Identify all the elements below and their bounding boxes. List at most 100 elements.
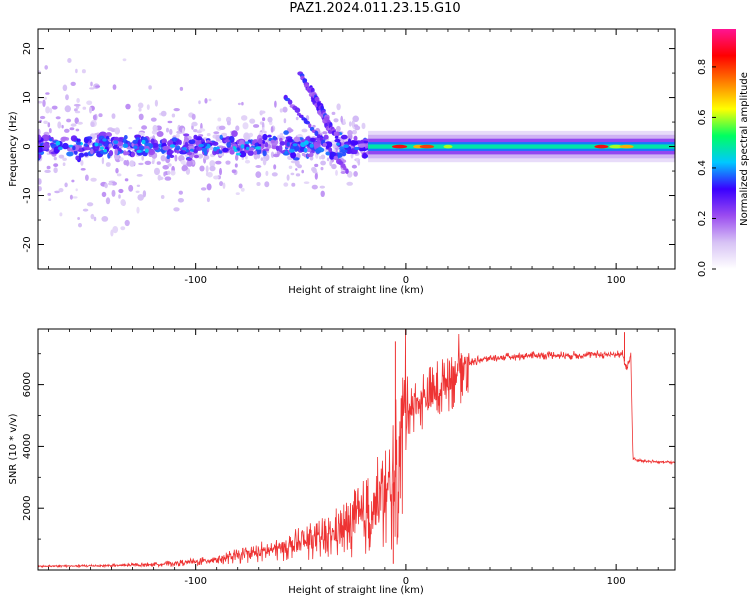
heatmap-cell-1033: [144, 143, 149, 146]
heatmap-cell-788: [353, 135, 358, 141]
heatmap-cell-1007: [244, 141, 250, 145]
heatmap-cell-311: [221, 132, 228, 137]
heatmap-cell-395: [59, 212, 63, 217]
heatmap-cell-946: [114, 148, 118, 156]
heatmap-cell-837: [61, 136, 68, 141]
heatmap-cell-380: [255, 165, 262, 168]
heatmap-cell-963: [193, 134, 198, 140]
colorbar-tick-label: 0.4: [697, 160, 708, 176]
colorbar-tick-label: 0.8: [697, 59, 708, 75]
heatmap-cell-338: [124, 178, 129, 182]
heatmap-cell-218: [64, 128, 70, 133]
heatmap-cell-440: [62, 162, 66, 166]
heatmap-cell-383: [261, 126, 265, 133]
heatmap-cell-120: [75, 110, 81, 114]
heatmap-cell-1003: [240, 144, 245, 149]
heatmap-cell-433: [231, 169, 237, 173]
heatmap-cell-230: [44, 169, 51, 173]
heatmap-cell-488: [283, 118, 287, 124]
heatmap-cell-314: [89, 106, 92, 114]
heatmap-cell-84: [69, 127, 75, 131]
chart-title: PAZ1.2024.011.23.15.G10: [289, 1, 461, 16]
heatmap-cell-519: [191, 121, 198, 127]
heatmap-cell-270: [150, 117, 157, 122]
heatmap-cell-930: [186, 157, 193, 161]
heatmap-cell-1017: [136, 149, 142, 153]
colorbar-gradient: [712, 29, 736, 269]
heatmap-cell-638: [247, 150, 254, 156]
heatmap-cell-297: [334, 145, 338, 149]
heatmap-cell-497: [53, 156, 57, 161]
heatmap-cell-428: [120, 226, 126, 231]
heatmap-cell-1019: [189, 148, 194, 152]
heatmap-cell-632: [183, 137, 190, 143]
heatmap-cell-501: [47, 122, 51, 128]
heatmap-cell-917: [270, 139, 276, 144]
spectrogram-heatmap: [38, 58, 675, 237]
heatmap-cell-698: [161, 138, 167, 145]
heatmap-cell-920: [248, 147, 255, 152]
spectrogram-x-tick-label: -100: [184, 275, 207, 286]
heatmap-cell-391: [57, 121, 62, 129]
heatmap-cell-1034: [232, 146, 236, 150]
heatmap-cell-250: [89, 87, 95, 90]
heatmap-cell-287: [78, 223, 82, 228]
spectrogram-y-tick-label: -20: [22, 236, 33, 252]
heatmap-cell-255: [90, 213, 95, 220]
heatmap-cell-844: [73, 150, 78, 155]
heatmap-cell-514: [62, 84, 68, 92]
heatmap-cell-118: [319, 185, 325, 189]
heatmap-cell-334: [197, 153, 204, 159]
heatmap-cell-329: [111, 113, 116, 119]
heatmap-cell-668: [292, 157, 300, 161]
snr-x-tick-label: -100: [184, 576, 207, 587]
heatmap-cell-20: [43, 120, 48, 125]
colorbar-ticks: 0.0 0.2 0.4 0.6 0.8: [697, 59, 716, 277]
heatmap-cell-412: [152, 124, 158, 132]
heatmap-cell-929: [184, 141, 189, 148]
heatmap-cell-28: [80, 159, 84, 166]
heatmap-cell-136: [54, 190, 60, 194]
heatmap-cell-991: [100, 146, 104, 150]
heatmap-cell-1032: [75, 141, 82, 145]
heatmap-cell-179: [253, 124, 260, 128]
heatmap-cell-327: [206, 133, 211, 137]
heatmap-cell-98: [74, 108, 78, 112]
heatmap-cell-397: [142, 190, 147, 198]
heatmap-cell-1015: [255, 142, 258, 147]
heatmap-cell-982: [132, 139, 138, 144]
heatmap-cell-1129: [419, 144, 435, 149]
heatmap-cell-242: [235, 125, 240, 131]
heatmap-cell-155: [320, 154, 326, 160]
heatmap-cell-932: [316, 139, 321, 144]
heatmap-cell-473: [283, 182, 289, 187]
heatmap-cell-434: [235, 192, 240, 196]
heatmap-cell-178: [137, 194, 144, 201]
heatmap-cell-516: [203, 154, 210, 160]
heatmap-cell-989: [83, 143, 88, 147]
heatmap-cell-377: [267, 116, 273, 123]
heatmap-cell-58: [77, 217, 80, 220]
heatmap-cell-145: [322, 131, 328, 135]
snr-x-tick-label: 0: [403, 576, 409, 587]
heatmap-cell-560: [283, 130, 289, 135]
heatmap-cell-379: [45, 106, 50, 114]
colorbar-tick-label: 0.6: [697, 109, 708, 125]
heatmap-cell-778: [264, 142, 269, 148]
heatmap-cell-1132: [609, 144, 623, 149]
heatmap-cell-236: [163, 171, 166, 177]
heatmap-cell-447: [279, 132, 284, 137]
heatmap-cell-1045: [294, 107, 301, 113]
heatmap-cell-970: [42, 142, 50, 150]
heatmap-cell-300: [90, 121, 95, 128]
heatmap-cell-362: [86, 100, 93, 106]
heatmap-cell-202: [348, 121, 352, 127]
colorbar: 0.0 0.2 0.4 0.6 0.8 Normalized spectral ampl…: [697, 29, 750, 277]
heatmap-cell-937: [62, 142, 69, 150]
colorbar-label: Normalized spectral amplitude: [739, 72, 750, 226]
heatmap-cell-133: [42, 99, 46, 108]
heatmap-cell-79: [70, 123, 77, 127]
heatmap-cell-936: [262, 150, 267, 157]
heatmap-cell-344: [55, 116, 61, 120]
